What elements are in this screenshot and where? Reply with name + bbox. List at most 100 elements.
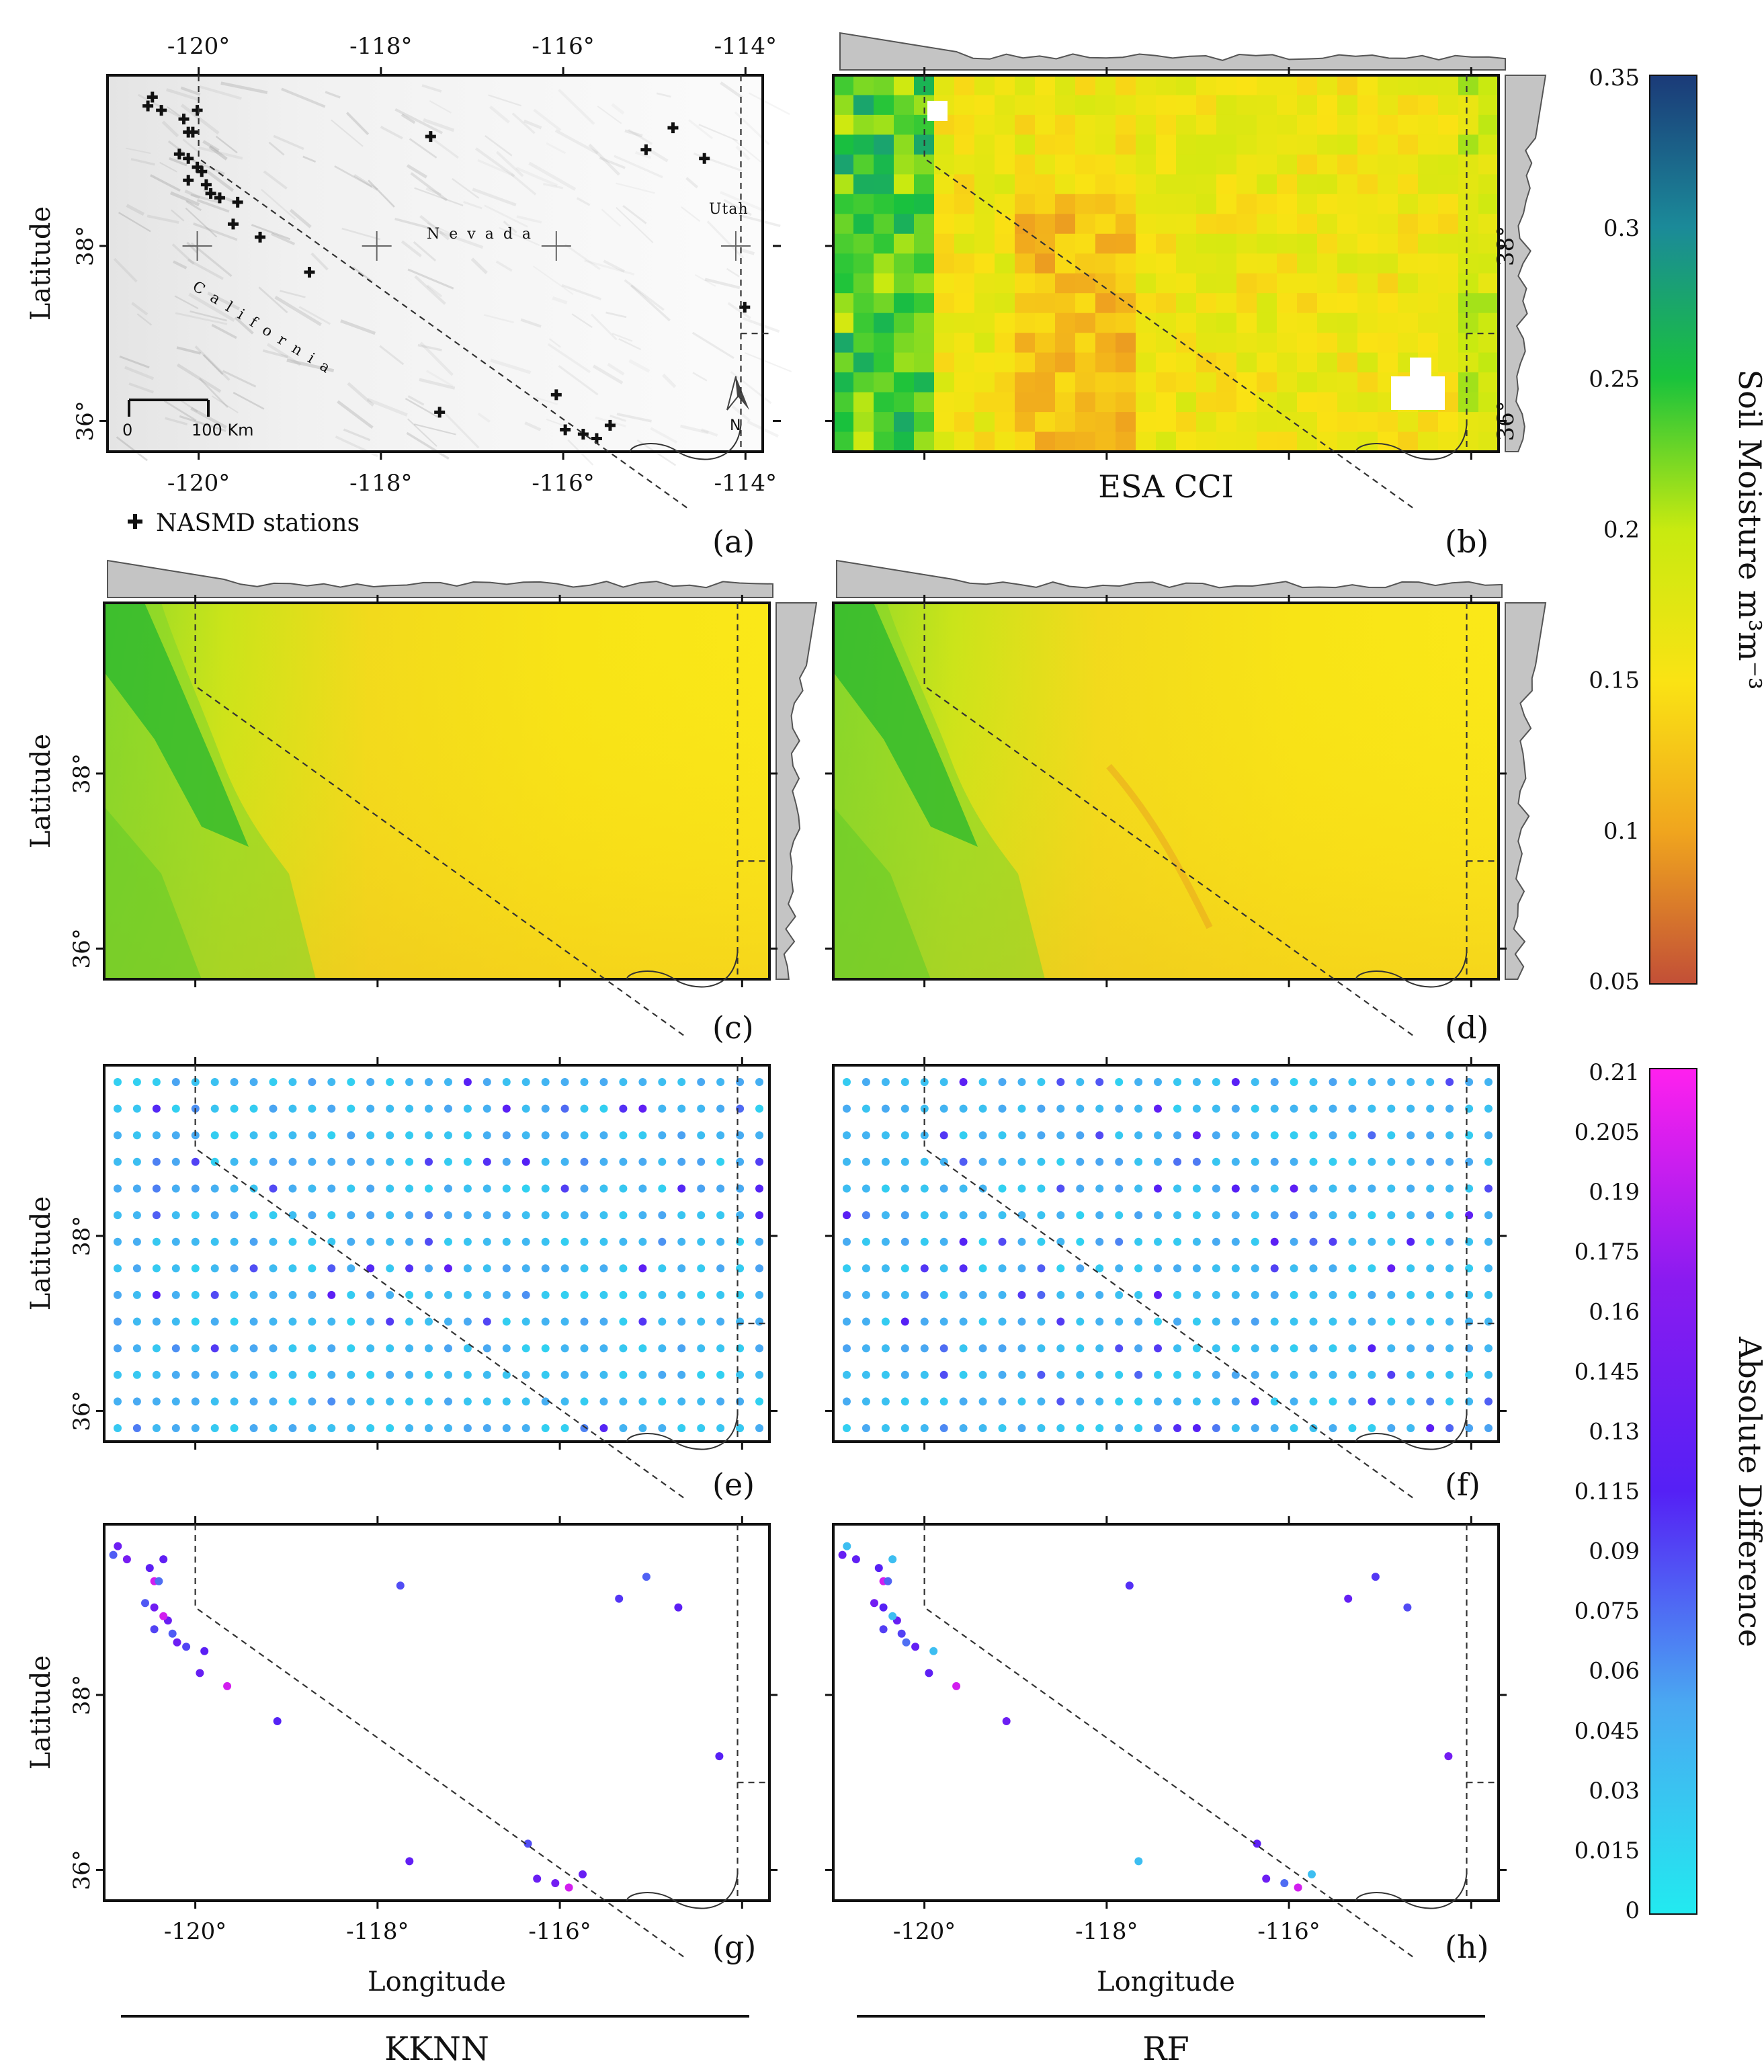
grid-pixel [1156, 372, 1177, 393]
difference-point [755, 1157, 763, 1166]
difference-point [1406, 1290, 1415, 1299]
difference-point [939, 1397, 948, 1406]
difference-point [1426, 1184, 1435, 1193]
difference-point [1056, 1317, 1065, 1326]
difference-point [978, 1104, 987, 1113]
grid-pixel [1317, 372, 1338, 393]
difference-point [269, 1104, 278, 1113]
station-marker [205, 188, 216, 199]
grid-pixel [995, 352, 1015, 373]
difference-point [1309, 1317, 1318, 1326]
grid-pixel [1458, 333, 1479, 354]
grid-pixel [1257, 273, 1277, 294]
difference-point [580, 1157, 589, 1166]
grid-pixel [934, 174, 955, 195]
grid-pixel [1357, 392, 1378, 413]
difference-point [716, 1264, 725, 1273]
grid-pixel [1075, 174, 1096, 195]
difference-point [152, 1157, 161, 1166]
difference-point [560, 1424, 569, 1432]
difference-point [998, 1344, 1007, 1353]
difference-point [1192, 1370, 1201, 1379]
difference-point [1173, 1424, 1181, 1432]
difference-point [463, 1317, 472, 1326]
difference-point [619, 1344, 628, 1353]
grid-pixel [954, 372, 975, 393]
difference-point [1154, 1317, 1162, 1326]
grid-pixel [954, 352, 975, 373]
grid-pixel [1236, 313, 1257, 333]
grid-pixel [1075, 293, 1096, 314]
grid-pixel [974, 95, 995, 116]
grid-pixel [1317, 333, 1338, 354]
difference-point [1095, 1397, 1104, 1406]
grid-pixel [974, 233, 995, 254]
grid-pixel [1478, 75, 1499, 96]
station-difference-point [159, 1612, 168, 1620]
difference-point [249, 1370, 258, 1379]
station-difference-point [838, 1550, 847, 1559]
grid-pixel [1277, 412, 1298, 433]
station-difference-point [551, 1879, 560, 1887]
grid-pixel [1378, 95, 1398, 116]
grid-pixel [853, 233, 874, 254]
colorbar-absolute-difference-tick-label: 0.09 [1589, 1538, 1640, 1565]
difference-point [881, 1290, 890, 1299]
difference-point [862, 1397, 870, 1406]
difference-point [366, 1344, 375, 1353]
grid-pixel [1458, 352, 1479, 373]
difference-point [463, 1184, 472, 1193]
grid-pixel [1196, 134, 1217, 155]
difference-point [463, 1264, 472, 1273]
difference-point [1192, 1157, 1201, 1166]
grid-pixel [833, 431, 854, 452]
difference-point [959, 1104, 968, 1113]
difference-point [1484, 1157, 1493, 1166]
difference-point [1368, 1264, 1376, 1273]
grid-pixel [1156, 253, 1177, 274]
difference-point [1212, 1184, 1220, 1193]
grid-pixel [1257, 233, 1277, 254]
grid-pixel [934, 293, 955, 314]
difference-point [502, 1078, 511, 1086]
grid-pixel [1116, 194, 1136, 214]
difference-point [580, 1237, 589, 1246]
difference-point [1387, 1370, 1396, 1379]
difference-point [1056, 1104, 1065, 1113]
difference-point [1212, 1237, 1220, 1246]
difference-point [444, 1104, 452, 1113]
difference-point [920, 1424, 929, 1432]
grid-pixel [1337, 154, 1358, 175]
difference-point [1095, 1370, 1104, 1379]
difference-point [1115, 1424, 1124, 1432]
ylabel-g: Latitude [26, 1655, 56, 1770]
grid-pixel [1257, 154, 1277, 175]
difference-point [308, 1211, 317, 1220]
grid-pixel [1116, 372, 1136, 393]
difference-point [619, 1370, 628, 1379]
lon-tick-label: -120° [167, 470, 230, 497]
difference-point [1192, 1078, 1201, 1086]
station-difference-point [114, 1542, 122, 1550]
difference-point [288, 1131, 297, 1140]
difference-point [1309, 1131, 1318, 1140]
difference-point [502, 1131, 511, 1140]
grid-pixel [914, 174, 935, 195]
difference-point [1095, 1157, 1104, 1166]
difference-point [998, 1237, 1007, 1246]
grid-pixel [954, 333, 975, 354]
station-difference-point [843, 1542, 851, 1550]
difference-point [1406, 1157, 1415, 1166]
column-caption-rf: RF [1142, 2030, 1189, 2068]
difference-point [541, 1078, 550, 1086]
difference-point [1251, 1317, 1259, 1326]
grid-pixel [914, 293, 935, 314]
difference-point [366, 1104, 375, 1113]
grid-pixel [1438, 253, 1459, 274]
difference-point [152, 1344, 161, 1353]
grid-pixel [1317, 75, 1338, 96]
difference-point [677, 1078, 686, 1086]
difference-point [755, 1237, 763, 1246]
grid-pixel [1357, 95, 1378, 116]
grid-pixel [1297, 333, 1318, 354]
